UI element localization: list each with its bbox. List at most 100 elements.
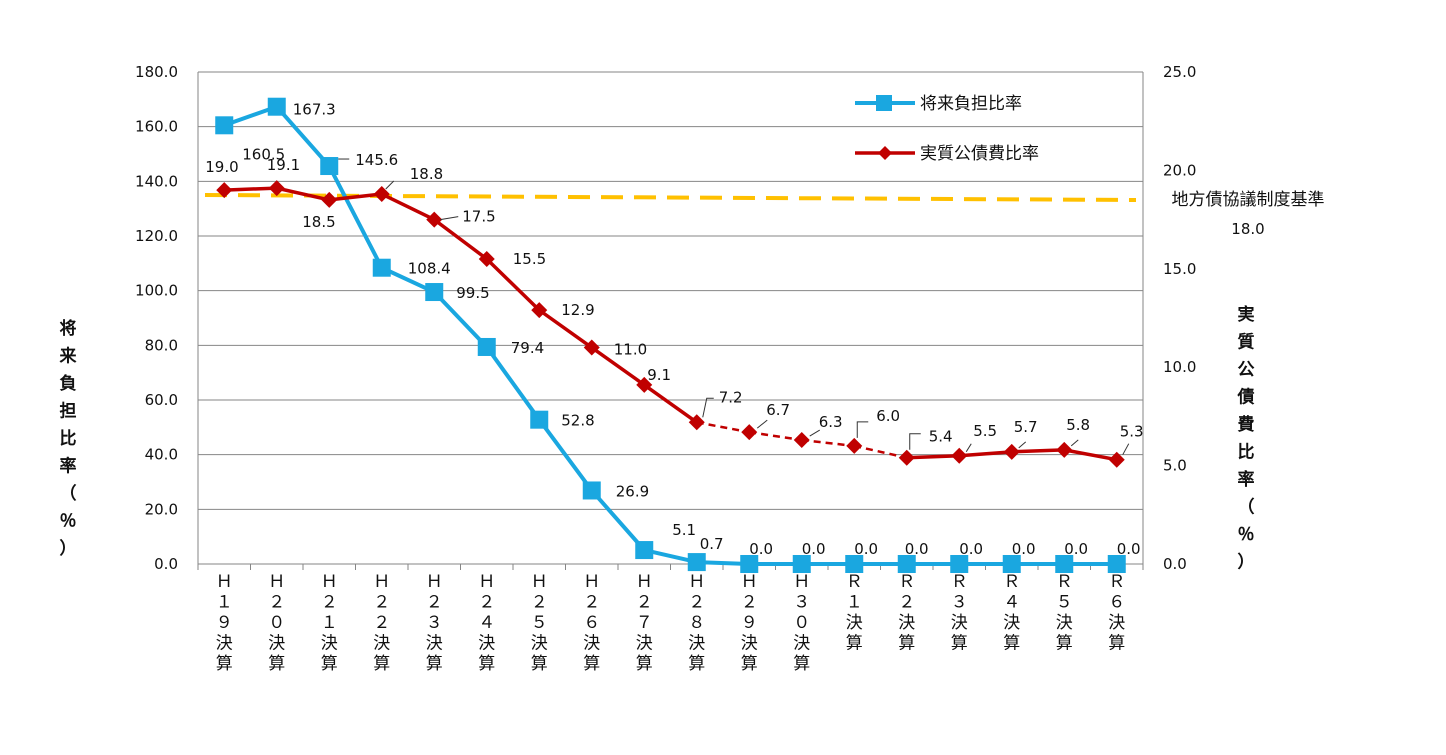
series-segment-debt-service [959,450,1012,458]
series-line-future-burden [223,104,1117,566]
category-label: Ｒ２決算 [898,572,915,654]
point-debt-service [531,302,548,319]
series-segment-debt-service [853,444,908,459]
point-debt-service [846,437,863,454]
data-label-debt-service: 5.3 [1120,423,1144,441]
point-future-burden [425,283,444,302]
point-debt-service [268,180,285,197]
category-label: Ｈ２２決算 [373,572,390,674]
point-future-burden [582,481,601,500]
category-label: Ｈ１９決算 [216,572,233,674]
data-label-leader [809,429,821,437]
legend-marker-square [876,95,892,111]
point-future-burden [320,157,339,176]
category-label: Ｈ２４決算 [478,572,495,674]
point-debt-service [321,191,338,208]
data-label-debt-service: 7.2 [719,388,743,406]
category-label: Ｈ２５決算 [531,572,548,674]
point-future-burden [372,258,391,277]
right-tick-label: 25.0 [1163,63,1196,81]
series-segment-debt-service [801,438,855,448]
left-tick-label: 80.0 [145,336,178,354]
category-label: Ｈ２１決算 [321,572,338,674]
data-label-debt-service: 18.5 [302,213,335,231]
legend-label: 実質公債費比率 [920,144,1039,164]
series-segment-debt-service [1011,448,1065,454]
data-label-leader [385,180,395,190]
point-debt-service [1056,441,1073,458]
point-future-burden [477,337,496,356]
series-segment-debt-service [380,192,436,222]
data-label-leader [1122,443,1130,455]
series-segment-debt-service [696,421,750,434]
data-label-leader [965,443,972,453]
data-label-debt-service: 9.1 [647,366,671,384]
category-label: Ｈ２９決算 [741,572,758,674]
point-future-burden [740,555,759,573]
left-tick-label: 100.0 [135,282,178,300]
reference-line-group: 地方債協議制度基準 18.0 [204,190,1325,238]
data-label-future-burden: 52.8 [561,412,594,430]
data-label-leader [756,419,768,429]
point-future-burden [897,555,916,573]
category-label: Ｒ６決算 [1108,572,1125,654]
data-label-leader [1018,441,1027,449]
data-label-future-burden: 0.0 [905,540,929,558]
point-debt-service [898,449,915,466]
category-label: Ｈ２３決算 [426,572,443,674]
category-label: Ｈ２０決算 [268,572,285,674]
data-label-leader [440,216,459,221]
category-label: Ｒ４決算 [1003,572,1020,654]
category-label: Ｈ２８決算 [688,572,705,674]
left-tick-label: 160.0 [135,118,178,136]
data-label-debt-service: 15.5 [513,250,546,268]
point-debt-service [793,432,810,449]
point-debt-service [688,414,705,431]
series-segment-debt-service [276,186,330,202]
data-label-leader [702,397,714,418]
left-axis-title: 将来負担比率（％） [59,318,78,559]
data-label-leader [1070,439,1079,447]
data-label-debt-service: 12.9 [561,301,594,319]
point-future-burden [1002,555,1021,573]
series-segment-debt-service [749,430,802,442]
point-future-burden [1107,555,1126,573]
legend-marker-diamond [878,146,892,160]
category-label: Ｒ５決算 [1056,572,1073,654]
data-label-future-burden: 26.9 [616,482,649,500]
right-tick-label: 10.0 [1163,358,1196,376]
category-label: Ｒ３決算 [951,572,968,654]
point-debt-service [951,447,968,464]
left-tick-label: 60.0 [145,391,178,409]
point-debt-service [478,250,495,267]
series-segment-debt-service [643,383,698,424]
data-label-future-burden: 0.0 [1012,540,1036,558]
data-label-future-burden: 79.4 [511,339,544,357]
right-tick-label: 0.0 [1163,555,1187,573]
point-debt-service [373,186,390,203]
data-label-future-burden: 0.0 [1064,540,1088,558]
data-label-debt-service: 6.0 [876,407,900,425]
series-segment-debt-service [1063,448,1118,462]
point-future-burden [267,97,286,116]
data-label-debt-service: 5.5 [973,422,997,440]
point-future-burden [845,555,864,573]
data-label-future-burden: 0.0 [959,540,983,558]
point-future-burden [530,410,549,429]
data-label-debt-service: 17.5 [462,208,495,226]
category-label: Ｈ２７決算 [636,572,653,674]
point-future-burden [792,555,811,573]
right-tick-label: 20.0 [1163,161,1196,179]
right-axis-title: 実質公債費比率（％） [1237,304,1255,573]
series-group [215,97,1126,573]
series-segment-debt-service [224,186,277,192]
left-tick-label: 180.0 [135,63,178,81]
point-debt-service [1108,451,1125,468]
data-label-future-burden: 0.7 [700,535,724,553]
data-label-future-burden: 145.6 [355,151,398,169]
legend-label: 将来負担比率 [920,94,1022,114]
right-tick-label: 5.0 [1163,457,1187,475]
data-label-future-burden: 0.0 [1117,540,1141,558]
